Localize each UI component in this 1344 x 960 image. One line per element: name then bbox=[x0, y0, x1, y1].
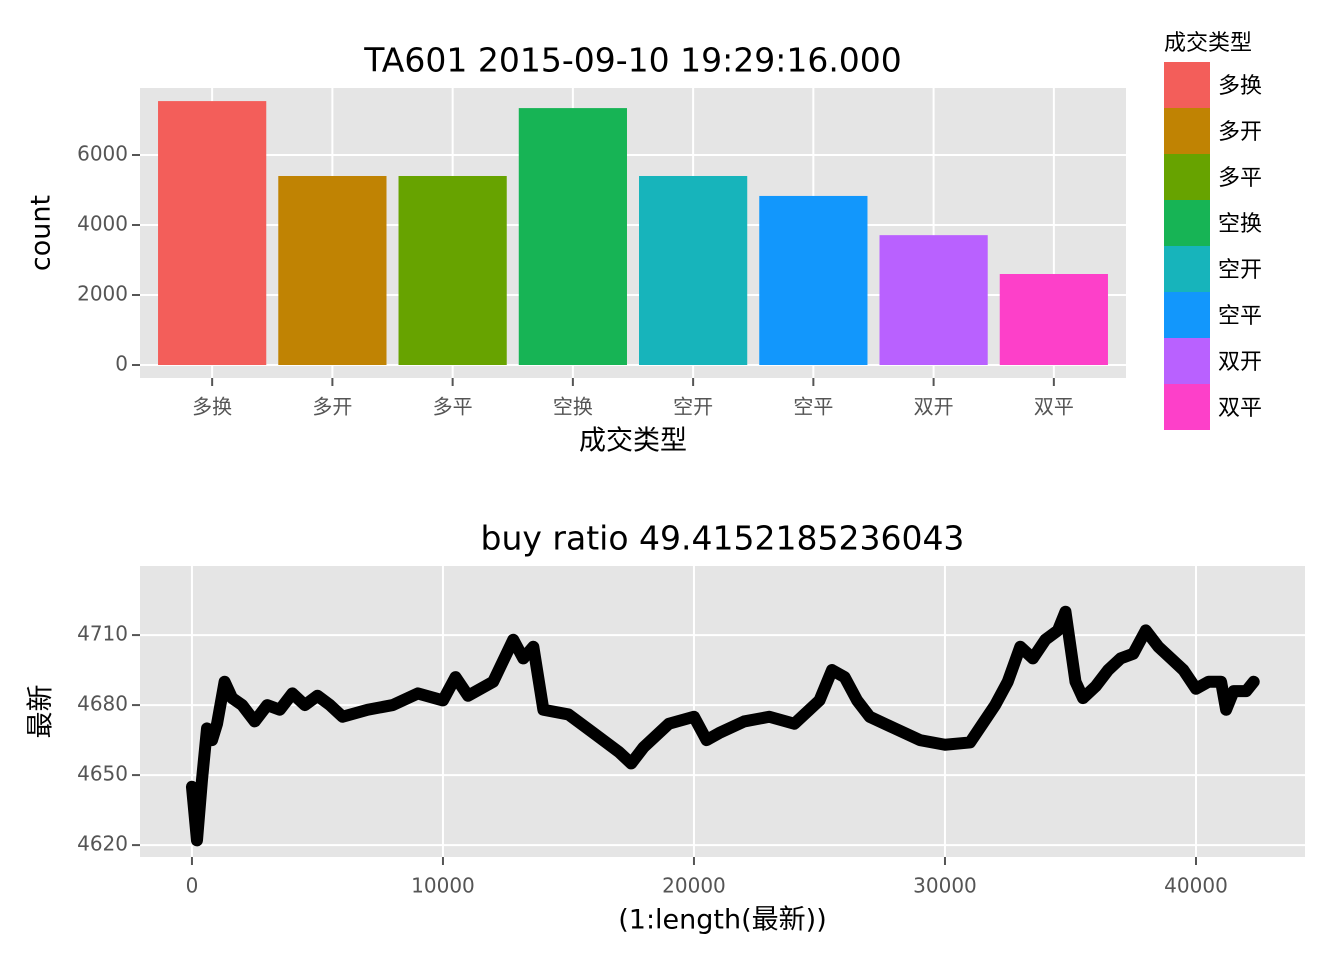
x-tick-label: 空开 bbox=[673, 395, 713, 419]
y-tick-label: 0 bbox=[115, 352, 128, 376]
legend-swatch bbox=[1164, 384, 1210, 430]
y-tick-label: 4650 bbox=[77, 762, 128, 786]
legend-title: 成交类型 bbox=[1164, 31, 1252, 56]
x-tick-label: 双平 bbox=[1034, 395, 1074, 419]
bar bbox=[639, 175, 748, 366]
y-tick-label: 4620 bbox=[77, 832, 128, 856]
bar bbox=[158, 101, 267, 366]
x-tick-label: 多开 bbox=[312, 395, 352, 419]
x-tick-label: 空平 bbox=[793, 395, 833, 419]
legend-swatch bbox=[1164, 246, 1210, 292]
y-tick-label: 4710 bbox=[77, 622, 128, 646]
y-axis-title: count bbox=[26, 195, 57, 271]
y-tick-label: 4000 bbox=[77, 212, 128, 236]
legend-swatch bbox=[1164, 154, 1210, 200]
x-axis-title: (1:length(最新)) bbox=[618, 905, 826, 936]
legend-label: 空换 bbox=[1218, 212, 1262, 237]
legend-swatch bbox=[1164, 338, 1210, 384]
x-tick-label: 多换 bbox=[192, 395, 232, 419]
x-tick-label: 30000 bbox=[913, 874, 977, 898]
legend-label: 双平 bbox=[1218, 396, 1262, 421]
legend-swatch bbox=[1164, 292, 1210, 338]
x-axis-title: 成交类型 bbox=[579, 426, 687, 457]
x-tick-label: 10000 bbox=[411, 874, 475, 898]
bar bbox=[398, 175, 507, 366]
legend-label: 多换 bbox=[1218, 74, 1262, 99]
x-tick-label: 多平 bbox=[433, 395, 473, 419]
legend-label: 多开 bbox=[1218, 120, 1262, 145]
legend-label: 多平 bbox=[1218, 166, 1262, 191]
bar bbox=[999, 274, 1108, 366]
legend-label: 空开 bbox=[1218, 258, 1262, 283]
chart-title: buy ratio 49.4152185236043 bbox=[481, 519, 965, 558]
chart-title: TA601 2015-09-10 19:29:16.000 bbox=[363, 41, 902, 80]
legend-label: 双开 bbox=[1218, 350, 1262, 375]
x-tick-label: 0 bbox=[186, 874, 199, 898]
price-line bbox=[185, 605, 1260, 847]
bar bbox=[518, 108, 627, 366]
y-tick-label: 6000 bbox=[77, 141, 128, 165]
legend-swatch bbox=[1164, 108, 1210, 154]
legend-swatch bbox=[1164, 200, 1210, 246]
x-tick-label: 20000 bbox=[662, 874, 726, 898]
bar bbox=[759, 195, 868, 366]
bar bbox=[278, 175, 387, 366]
y-axis-title: 最新 bbox=[26, 685, 57, 739]
plot-panel bbox=[140, 566, 1305, 857]
y-tick-label: 2000 bbox=[77, 282, 128, 306]
x-tick-label: 双开 bbox=[914, 395, 954, 419]
x-tick-label: 40000 bbox=[1164, 874, 1228, 898]
bar bbox=[879, 235, 988, 366]
x-tick-label: 空换 bbox=[553, 395, 593, 419]
legend-label: 空平 bbox=[1218, 304, 1262, 329]
y-tick-label: 4680 bbox=[77, 692, 128, 716]
legend-swatch bbox=[1164, 62, 1210, 108]
